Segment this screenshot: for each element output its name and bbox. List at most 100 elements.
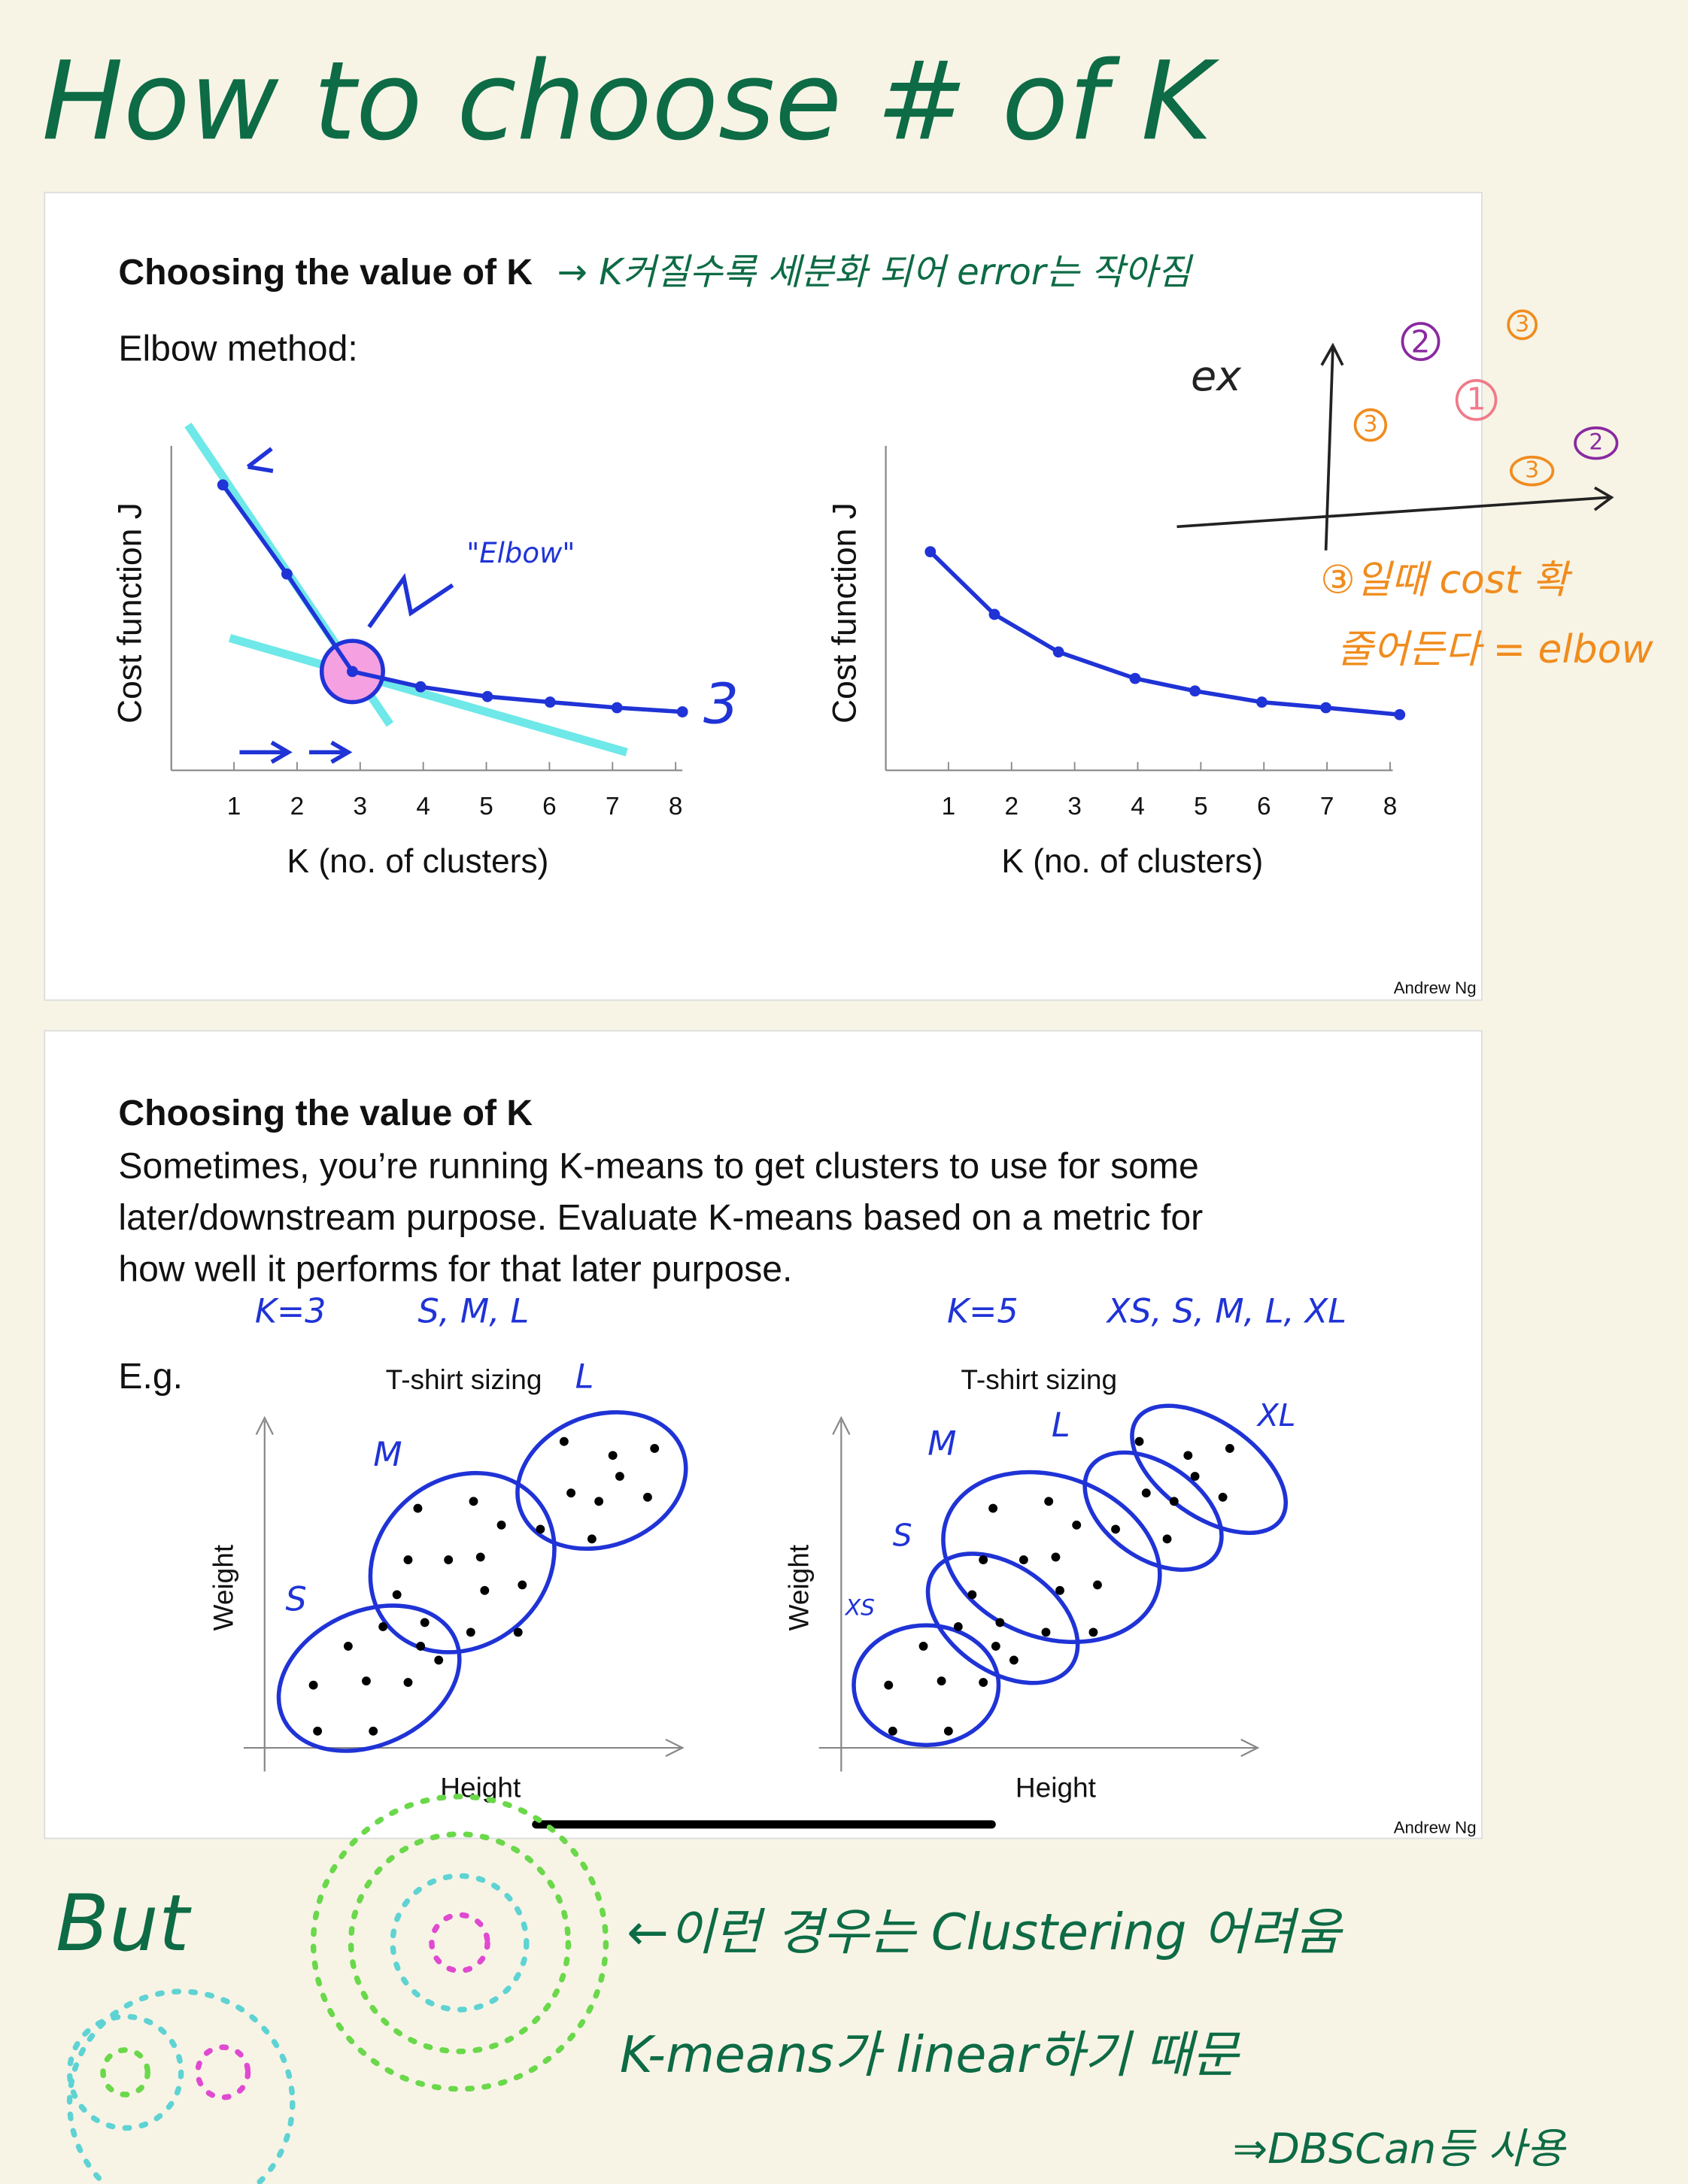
cluster-label: M xyxy=(927,1424,956,1463)
point xyxy=(594,1497,604,1506)
point xyxy=(475,1552,485,1562)
mark-circle xyxy=(1574,426,1619,460)
point xyxy=(343,1641,353,1651)
cluster-label: XS xyxy=(844,1594,875,1620)
point xyxy=(1134,1436,1144,1446)
point xyxy=(566,1488,576,1498)
mark-circle xyxy=(1510,455,1555,487)
point xyxy=(888,1726,897,1736)
point xyxy=(1072,1520,1082,1530)
ring xyxy=(390,1873,530,2013)
point xyxy=(1190,1472,1200,1481)
curve-vertex xyxy=(1256,696,1268,708)
point xyxy=(369,1726,378,1736)
ring xyxy=(66,2013,184,2131)
cluster-outline xyxy=(941,1470,1162,1645)
point xyxy=(995,1618,1005,1627)
cost-curve xyxy=(928,550,1401,717)
y-label: Cost function J xyxy=(826,502,863,723)
sketch-mark: 3 xyxy=(1363,411,1377,437)
point xyxy=(967,1590,977,1600)
cluster-label: S xyxy=(893,1517,912,1553)
tick-label: 6 xyxy=(1257,793,1271,821)
note: XS, S, M, L, XL xyxy=(1106,1292,1346,1330)
y-label: Weight xyxy=(782,1544,814,1630)
sketch-note: ③일때 cost 확 xyxy=(1320,557,1572,602)
sketch-mark: 3 xyxy=(1515,311,1529,336)
cluster-label: S xyxy=(286,1581,307,1619)
tick-label: 2 xyxy=(290,793,305,821)
point xyxy=(1019,1555,1028,1565)
x-label: K (no. of clusters) xyxy=(287,843,548,880)
curve-vertex xyxy=(988,608,1000,620)
point xyxy=(444,1555,454,1565)
point xyxy=(420,1618,430,1627)
mark-circle xyxy=(1401,322,1441,361)
curve-vertex xyxy=(1129,672,1141,684)
curve-vertex xyxy=(924,546,937,558)
point xyxy=(650,1444,660,1453)
note: K=5 xyxy=(947,1292,1019,1330)
point xyxy=(513,1627,523,1637)
cluster-label: L xyxy=(575,1357,594,1396)
ring xyxy=(195,2044,251,2101)
point xyxy=(518,1580,527,1590)
note-line: K-means가 linear하기 때문 xyxy=(620,2025,1240,2084)
point xyxy=(1051,1552,1061,1562)
cluster-outline xyxy=(852,1623,1001,1748)
title: How to choose # of K xyxy=(42,38,1220,165)
point xyxy=(953,1622,963,1631)
point xyxy=(466,1627,475,1637)
cluster-label: M xyxy=(373,1436,402,1474)
curve-vertex xyxy=(281,568,293,580)
sketch-mark: 1 xyxy=(1467,381,1486,417)
point xyxy=(308,1680,318,1690)
sketch-note: 줄어든다 = elbow xyxy=(1337,627,1653,672)
tick-label: 4 xyxy=(416,793,430,821)
tick-label: 8 xyxy=(1383,793,1398,821)
tick-label: 7 xyxy=(606,793,620,821)
point xyxy=(937,1676,946,1686)
sketch-mark: 3 xyxy=(1525,457,1539,483)
sketch-mark: 2 xyxy=(1589,429,1603,455)
point xyxy=(1111,1524,1120,1534)
point xyxy=(496,1520,506,1530)
scatter-right: T-shirt sizing Weight Height XS S M L XL xyxy=(782,1363,1296,1803)
subheading: Elbow method: xyxy=(118,329,357,369)
curve-vertex xyxy=(347,666,358,678)
point xyxy=(1162,1534,1172,1544)
point xyxy=(392,1590,402,1600)
axes xyxy=(818,1415,1260,1772)
cluster-outline xyxy=(276,1603,462,1753)
point xyxy=(988,1503,998,1513)
point xyxy=(1041,1627,1051,1637)
point xyxy=(979,1555,988,1565)
y-label: Cost function J xyxy=(112,502,149,723)
point xyxy=(313,1726,323,1736)
curve-vertex xyxy=(414,681,427,693)
elbow-label: "Elbow" xyxy=(466,537,575,569)
cluster-label: XL xyxy=(1256,1397,1296,1433)
point xyxy=(413,1503,423,1513)
point xyxy=(403,1678,413,1687)
point xyxy=(1218,1492,1228,1502)
ring xyxy=(310,1794,609,2092)
example-label: ex xyxy=(1191,352,1242,401)
paragraph-line: Sometimes, you’re running K-means to get… xyxy=(118,1146,1198,1187)
point xyxy=(1169,1497,1179,1506)
curve-vertex xyxy=(481,690,493,702)
cluster-outline xyxy=(925,1552,1080,1685)
point xyxy=(536,1524,545,1534)
tick-label: 6 xyxy=(542,793,557,821)
tick-label: 8 xyxy=(669,793,683,821)
ring xyxy=(348,1831,572,2055)
point xyxy=(1088,1627,1098,1637)
curve-vertex xyxy=(611,702,623,714)
ring-doodles xyxy=(66,1794,609,2184)
point xyxy=(1183,1451,1193,1461)
curve-vertex xyxy=(217,479,229,491)
credit: Andrew Ng xyxy=(1394,978,1477,997)
but-label: But xyxy=(56,1879,192,1969)
point xyxy=(403,1555,413,1565)
